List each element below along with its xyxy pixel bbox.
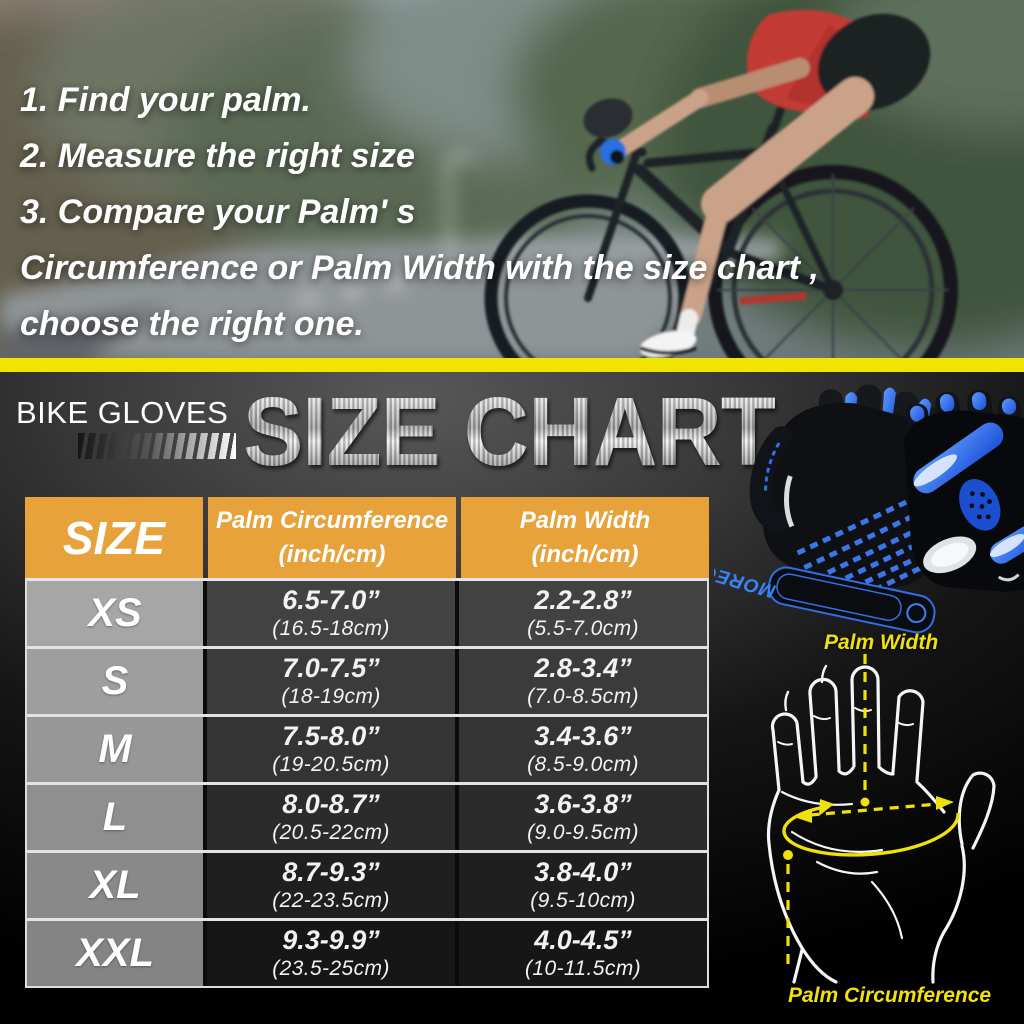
table-row-xxl: XXL 9.3-9.9” (23.5-25cm) 4.0-4.5” (10-11… [27, 921, 707, 986]
circumference-cell: 6.5-7.0” (16.5-18cm) [207, 581, 455, 646]
table-row-m: M 7.5-8.0” (19-20.5cm) 3.4-3.6” (8.5-9.0… [27, 717, 707, 785]
instructions-text: 1. Find your palm. 2. Measure the right … [20, 72, 819, 352]
instruction-line-2: 2. Measure the right size [20, 137, 415, 175]
cm-value: (20.5-22cm) [272, 821, 390, 844]
inch-value: 3.6-3.8” [534, 789, 632, 819]
size-cell: XL [27, 853, 203, 918]
header-circumference-label: Palm Circumference [215, 506, 449, 534]
inch-value: 2.2-2.8” [534, 585, 632, 615]
table-body: XS 6.5-7.0” (16.5-18cm) 2.2-2.8” (5.5-7.… [25, 578, 709, 988]
cm-value: (16.5-18cm) [272, 617, 390, 640]
cm-value: (9.5-10cm) [530, 889, 636, 912]
palm-width-label: Palm Width [824, 631, 939, 654]
table-header-row: SIZE Palm Circumference (inch/cm) Palm W… [25, 497, 709, 578]
inch-value: 4.0-4.5” [534, 925, 632, 955]
size-cell: S [27, 649, 203, 714]
circumference-cell: 7.5-8.0” (19-20.5cm) [207, 717, 455, 782]
circumference-cell: 8.7-9.3” (22-23.5cm) [207, 853, 455, 918]
cm-value: (7.0-8.5cm) [527, 685, 639, 708]
width-cell: 3.4-3.6” (8.5-9.0cm) [459, 717, 707, 782]
inch-value: 6.5-7.0” [282, 585, 380, 615]
size-cell: L [27, 785, 203, 850]
inch-value: 3.8-4.0” [534, 857, 632, 887]
circumference-cell: 8.0-8.7” (20.5-22cm) [207, 785, 455, 850]
cm-value: (22-23.5cm) [272, 889, 390, 912]
inch-value: 7.0-7.5” [282, 653, 380, 683]
width-cell: 2.8-3.4” (7.0-8.5cm) [459, 649, 707, 714]
header-width-label: Palm Width [519, 506, 651, 534]
header-size: SIZE [25, 497, 203, 578]
size-chart-title: SIZE CHART [243, 376, 775, 488]
size-chart-section: BIKE GLOVES SIZE CHART SIZE Palm Circumf… [0, 372, 1024, 1024]
size-cell: M [27, 717, 203, 782]
hand-measurement-diagram [766, 654, 996, 984]
table-row-xl: XL 8.7-9.3” (22-23.5cm) 3.8-4.0” (9.5-10… [27, 853, 707, 921]
instruction-line-4: Circumference or Palm Width with the siz… [20, 249, 819, 287]
inch-value: 7.5-8.0” [282, 721, 380, 751]
size-cell: XS [27, 581, 203, 646]
inch-value: 3.4-3.6” [534, 721, 632, 751]
circumference-cell: 7.0-7.5” (18-19cm) [207, 649, 455, 714]
header-width-unit: (inch/cm) [531, 540, 639, 568]
width-cell: 3.8-4.0” (9.5-10cm) [459, 853, 707, 918]
cm-value: (5.5-7.0cm) [527, 617, 639, 640]
cm-value: (8.5-9.0cm) [527, 753, 639, 776]
header-palm-circumference: Palm Circumference (inch/cm) [208, 497, 456, 578]
width-cell: 3.6-3.8” (9.0-9.5cm) [459, 785, 707, 850]
cyclist-photo-art [0, 0, 1024, 358]
cm-value: (23.5-25cm) [272, 957, 390, 980]
cm-value: (10-11.5cm) [524, 957, 642, 980]
size-table: SIZE Palm Circumference (inch/cm) Palm W… [25, 497, 709, 988]
header-palm-width: Palm Width (inch/cm) [461, 497, 709, 578]
inch-value: 8.0-8.7” [282, 789, 380, 819]
inch-value: 9.3-9.9” [282, 925, 380, 955]
gloves-product-image: MOREOK [714, 384, 1024, 634]
header-circumference-unit: (inch/cm) [278, 540, 386, 568]
table-row-xs: XS 6.5-7.0” (16.5-18cm) 2.2-2.8” (5.5-7.… [27, 581, 707, 649]
width-cell: 4.0-4.5” (10-11.5cm) [459, 921, 707, 986]
instruction-line-1: 1. Find your palm. [20, 81, 311, 119]
inch-value: 8.7-9.3” [282, 857, 380, 887]
inch-value: 2.8-3.4” [534, 653, 632, 683]
speed-bars-decoration [78, 433, 236, 459]
cm-value: (19-20.5cm) [272, 753, 390, 776]
bike-gloves-label: BIKE GLOVES [16, 395, 229, 430]
instruction-line-3: 3. Compare your Palm' s [20, 193, 416, 231]
palm-circumference-label: Palm Circumference [788, 984, 992, 1007]
table-row-l: L 8.0-8.7” (20.5-22cm) 3.6-3.8” (9.0-9.5… [27, 785, 707, 853]
instruction-line-5: choose the right one. [20, 305, 364, 343]
cyclist-photo: 1. Find your palm. 2. Measure the right … [0, 0, 1024, 358]
glove-brand-text: MOREOK [714, 556, 778, 601]
width-cell: 2.2-2.8” (5.5-7.0cm) [459, 581, 707, 646]
cm-value: (18-19cm) [281, 685, 381, 708]
circumference-cell: 9.3-9.9” (23.5-25cm) [207, 921, 455, 986]
cm-value: (9.0-9.5cm) [527, 821, 639, 844]
table-row-s: S 7.0-7.5” (18-19cm) 2.8-3.4” (7.0-8.5cm… [27, 649, 707, 717]
yellow-divider [0, 358, 1024, 372]
size-cell: XXL [27, 921, 203, 986]
